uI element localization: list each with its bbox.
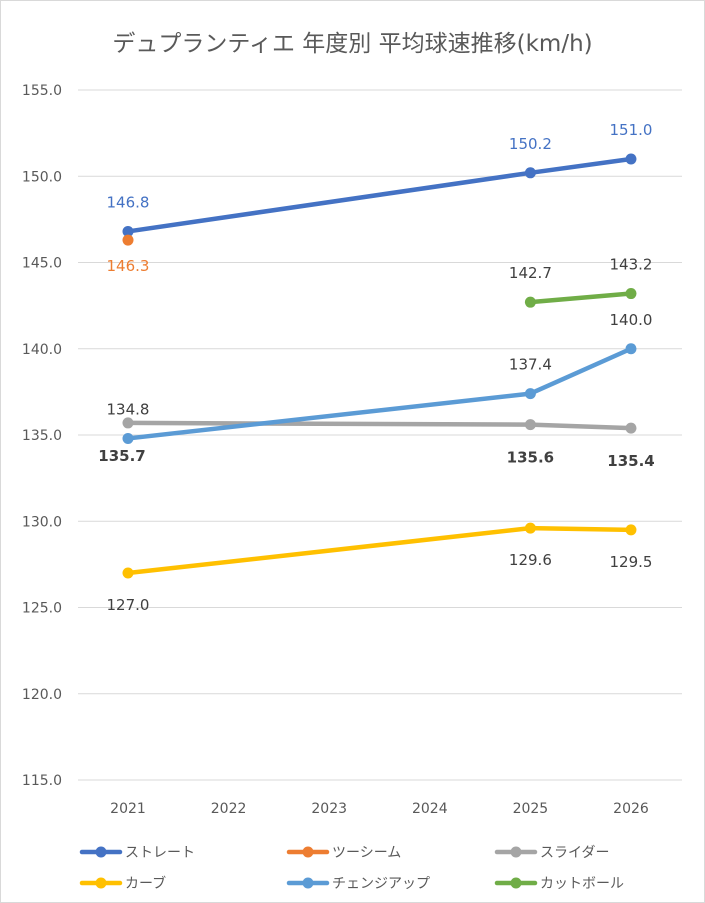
legend-label: カーブ [125,875,166,892]
y-tick-label: 140.0 [22,342,62,358]
data-point [122,417,134,429]
data-label: 146.8 [107,193,150,211]
data-point [524,522,536,534]
legend-marker [302,877,314,889]
data-label: 137.4 [509,356,552,374]
data-label: 129.6 [509,551,552,569]
y-tick-label: 155.0 [22,83,62,99]
data-point [122,432,134,444]
x-tick-label: 2026 [613,801,649,817]
legend-label: スライダー [540,845,609,861]
y-tick-label: 130.0 [22,514,62,530]
data-point [625,524,637,536]
series-line [528,291,634,305]
data-label: 146.3 [107,257,150,275]
data-point [625,153,637,165]
y-tick-label: 120.0 [22,687,62,703]
legend-marker [95,846,107,858]
data-point [122,225,134,237]
data-point [524,388,536,400]
series-line [125,525,634,576]
data-label: 127.0 [107,596,150,614]
data-label: 135.4 [607,452,654,470]
series-line [125,156,634,234]
y-tick-label: 125.0 [22,601,62,617]
data-label: 142.7 [509,264,552,282]
x-tick-label: 2023 [311,801,347,817]
legend-marker [510,877,522,889]
legend-marker [302,846,314,858]
data-point [625,343,637,355]
legend-label: カットボール [540,876,624,892]
data-label: 150.2 [509,135,552,153]
y-tick-label: 115.0 [22,773,62,789]
data-label: 151.0 [610,121,653,139]
legend-label: ストレート [125,845,195,861]
data-label: 135.6 [507,449,554,467]
data-point [122,567,134,579]
chart-title: デュプランティエ 年度別 平均球速推移(km/h) [112,31,593,57]
legend-label: ツーシーム [332,845,401,861]
data-label: 135.7 [98,447,145,465]
data-label: 134.8 [107,400,150,418]
data-point [524,167,536,179]
legend-marker [510,846,522,858]
x-tick-label: 2021 [110,801,146,817]
data-point [625,288,637,300]
data-point [122,234,134,246]
data-point [625,422,637,434]
x-tick-label: 2024 [412,801,448,817]
data-point [524,296,536,308]
legend-label: チェンジアップ [332,876,430,892]
series-line [125,420,634,431]
data-label: 143.2 [610,256,653,274]
data-label: 140.0 [610,311,653,329]
x-tick-label: 2025 [513,801,549,817]
legend-marker [95,877,107,889]
y-tick-label: 145.0 [22,256,62,272]
y-tick-label: 150.0 [22,169,62,185]
x-tick-label: 2022 [211,801,247,817]
y-tick-label: 135.0 [22,428,62,444]
data-point [524,419,536,431]
data-label: 129.5 [610,553,653,571]
